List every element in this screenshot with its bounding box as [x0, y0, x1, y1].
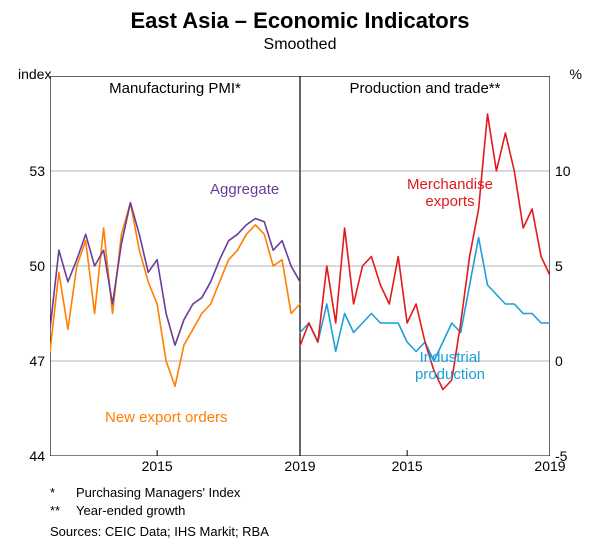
x-tick: 2015 [387, 458, 427, 474]
chart-container: East Asia – Economic Indicators Smoothed… [0, 8, 600, 554]
left-y-axis-label: index [18, 66, 51, 82]
chart-plot-area [50, 76, 550, 456]
new-export-orders-label: New export orders [105, 409, 228, 426]
right-y-axis-label: % [570, 66, 582, 82]
sources-line: Sources: CEIC Data; IHS Markit; RBA [50, 523, 269, 541]
chart-svg [50, 76, 550, 456]
x-tick: 2015 [137, 458, 177, 474]
industrial-production-label: Industrialproduction [400, 349, 500, 383]
right-ytick: 0 [555, 353, 595, 369]
x-tick: 2019 [280, 458, 320, 474]
merchandise-exports-label: Merchandiseexports [395, 176, 505, 210]
footnote-2: Year-ended growth [76, 503, 185, 518]
left-ytick: 44 [5, 448, 45, 464]
chart-subtitle: Smoothed [0, 36, 600, 54]
aggregate-label: Aggregate [210, 181, 279, 198]
footnote-1: Purchasing Managers' Index [76, 485, 240, 500]
left-ytick: 50 [5, 258, 45, 274]
left-panel-title: Manufacturing PMI* [95, 80, 255, 97]
left-ytick: 53 [5, 163, 45, 179]
chart-title: East Asia – Economic Indicators [0, 8, 600, 34]
right-panel-title: Production and trade** [335, 80, 515, 97]
left-ytick: 47 [5, 353, 45, 369]
x-tick: 2019 [530, 458, 570, 474]
right-ytick: 5 [555, 258, 595, 274]
right-ytick: 10 [555, 163, 595, 179]
chart-footnotes: *Purchasing Managers' Index **Year-ended… [50, 484, 269, 541]
